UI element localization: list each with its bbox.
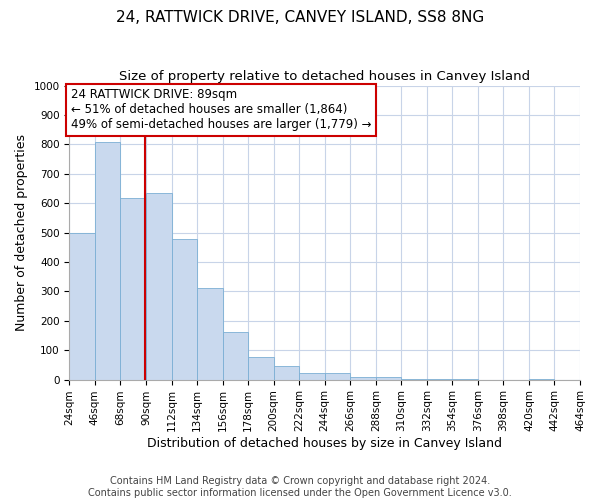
Title: Size of property relative to detached houses in Canvey Island: Size of property relative to detached ho…	[119, 70, 530, 83]
Bar	[350, 376, 376, 380]
Text: Contains HM Land Registry data © Crown copyright and database right 2024.
Contai: Contains HM Land Registry data © Crown c…	[88, 476, 512, 498]
Bar	[146, 193, 172, 380]
Bar	[325, 373, 350, 380]
Y-axis label: Number of detached properties: Number of detached properties	[15, 134, 28, 331]
Bar	[197, 288, 223, 380]
Bar	[299, 373, 325, 380]
Bar	[376, 377, 401, 380]
Bar	[121, 198, 146, 380]
Text: 24, RATTWICK DRIVE, CANVEY ISLAND, SS8 8NG: 24, RATTWICK DRIVE, CANVEY ISLAND, SS8 8…	[116, 10, 484, 25]
Bar	[401, 378, 427, 380]
Text: 24 RATTWICK DRIVE: 89sqm
← 51% of detached houses are smaller (1,864)
49% of sem: 24 RATTWICK DRIVE: 89sqm ← 51% of detach…	[71, 88, 371, 132]
Bar	[274, 366, 299, 380]
Bar	[95, 142, 121, 380]
Bar	[70, 232, 95, 380]
X-axis label: Distribution of detached houses by size in Canvey Island: Distribution of detached houses by size …	[147, 437, 502, 450]
Bar	[172, 239, 197, 380]
Bar	[248, 357, 274, 380]
Bar	[223, 332, 248, 380]
Bar	[427, 379, 452, 380]
